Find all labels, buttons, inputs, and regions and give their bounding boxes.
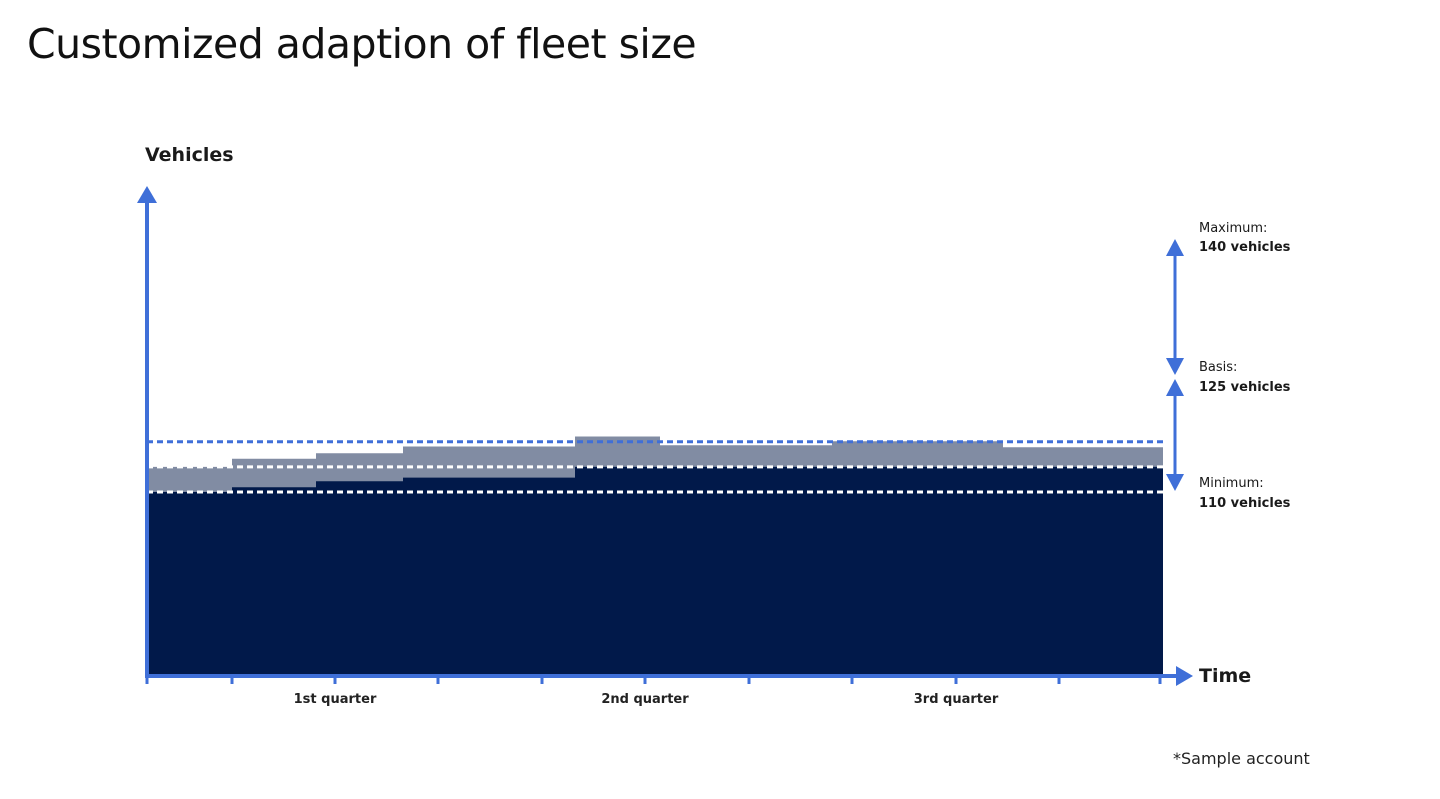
minimum-value: 110 vehicles [1199, 496, 1291, 511]
lower-range-arrow-down-icon [1166, 474, 1184, 491]
upper-range-arrow-down-icon [1166, 358, 1184, 375]
minimum-label: Minimum: [1199, 476, 1264, 491]
y-axis-arrow-icon [137, 186, 157, 203]
range-arrows [1166, 239, 1184, 491]
basis-value: 125 vehicles [1199, 380, 1291, 395]
upper-range-arrow-up-icon [1166, 239, 1184, 256]
x-axis-arrow-icon [1176, 666, 1193, 686]
maximum-value: 140 vehicles [1199, 240, 1291, 255]
vehicle-pool-label: Vehicle pool (15 vehicles) + 12% flexibi… [534, 323, 847, 338]
tick-label-q3: 3rd quarter [914, 692, 999, 707]
y-axis-label: Vehicles [145, 144, 234, 166]
x-axis-label: Time [1199, 665, 1251, 687]
basis-label: Basis: [1199, 360, 1237, 375]
chart-areas [147, 436, 1163, 676]
tick-label-q2: 2nd quarter [601, 692, 689, 707]
tick-label-q1: 1st quarter [294, 692, 377, 707]
maximum-label: Maximum: [1199, 221, 1267, 236]
x-axis-ticks [145, 676, 1162, 684]
lower-range-arrow-up-icon [1166, 379, 1184, 396]
fixed-fleet-area [147, 466, 1163, 676]
footnote: *Sample account [1173, 749, 1310, 768]
page-title: Customized adaption of fleet size [27, 20, 697, 68]
